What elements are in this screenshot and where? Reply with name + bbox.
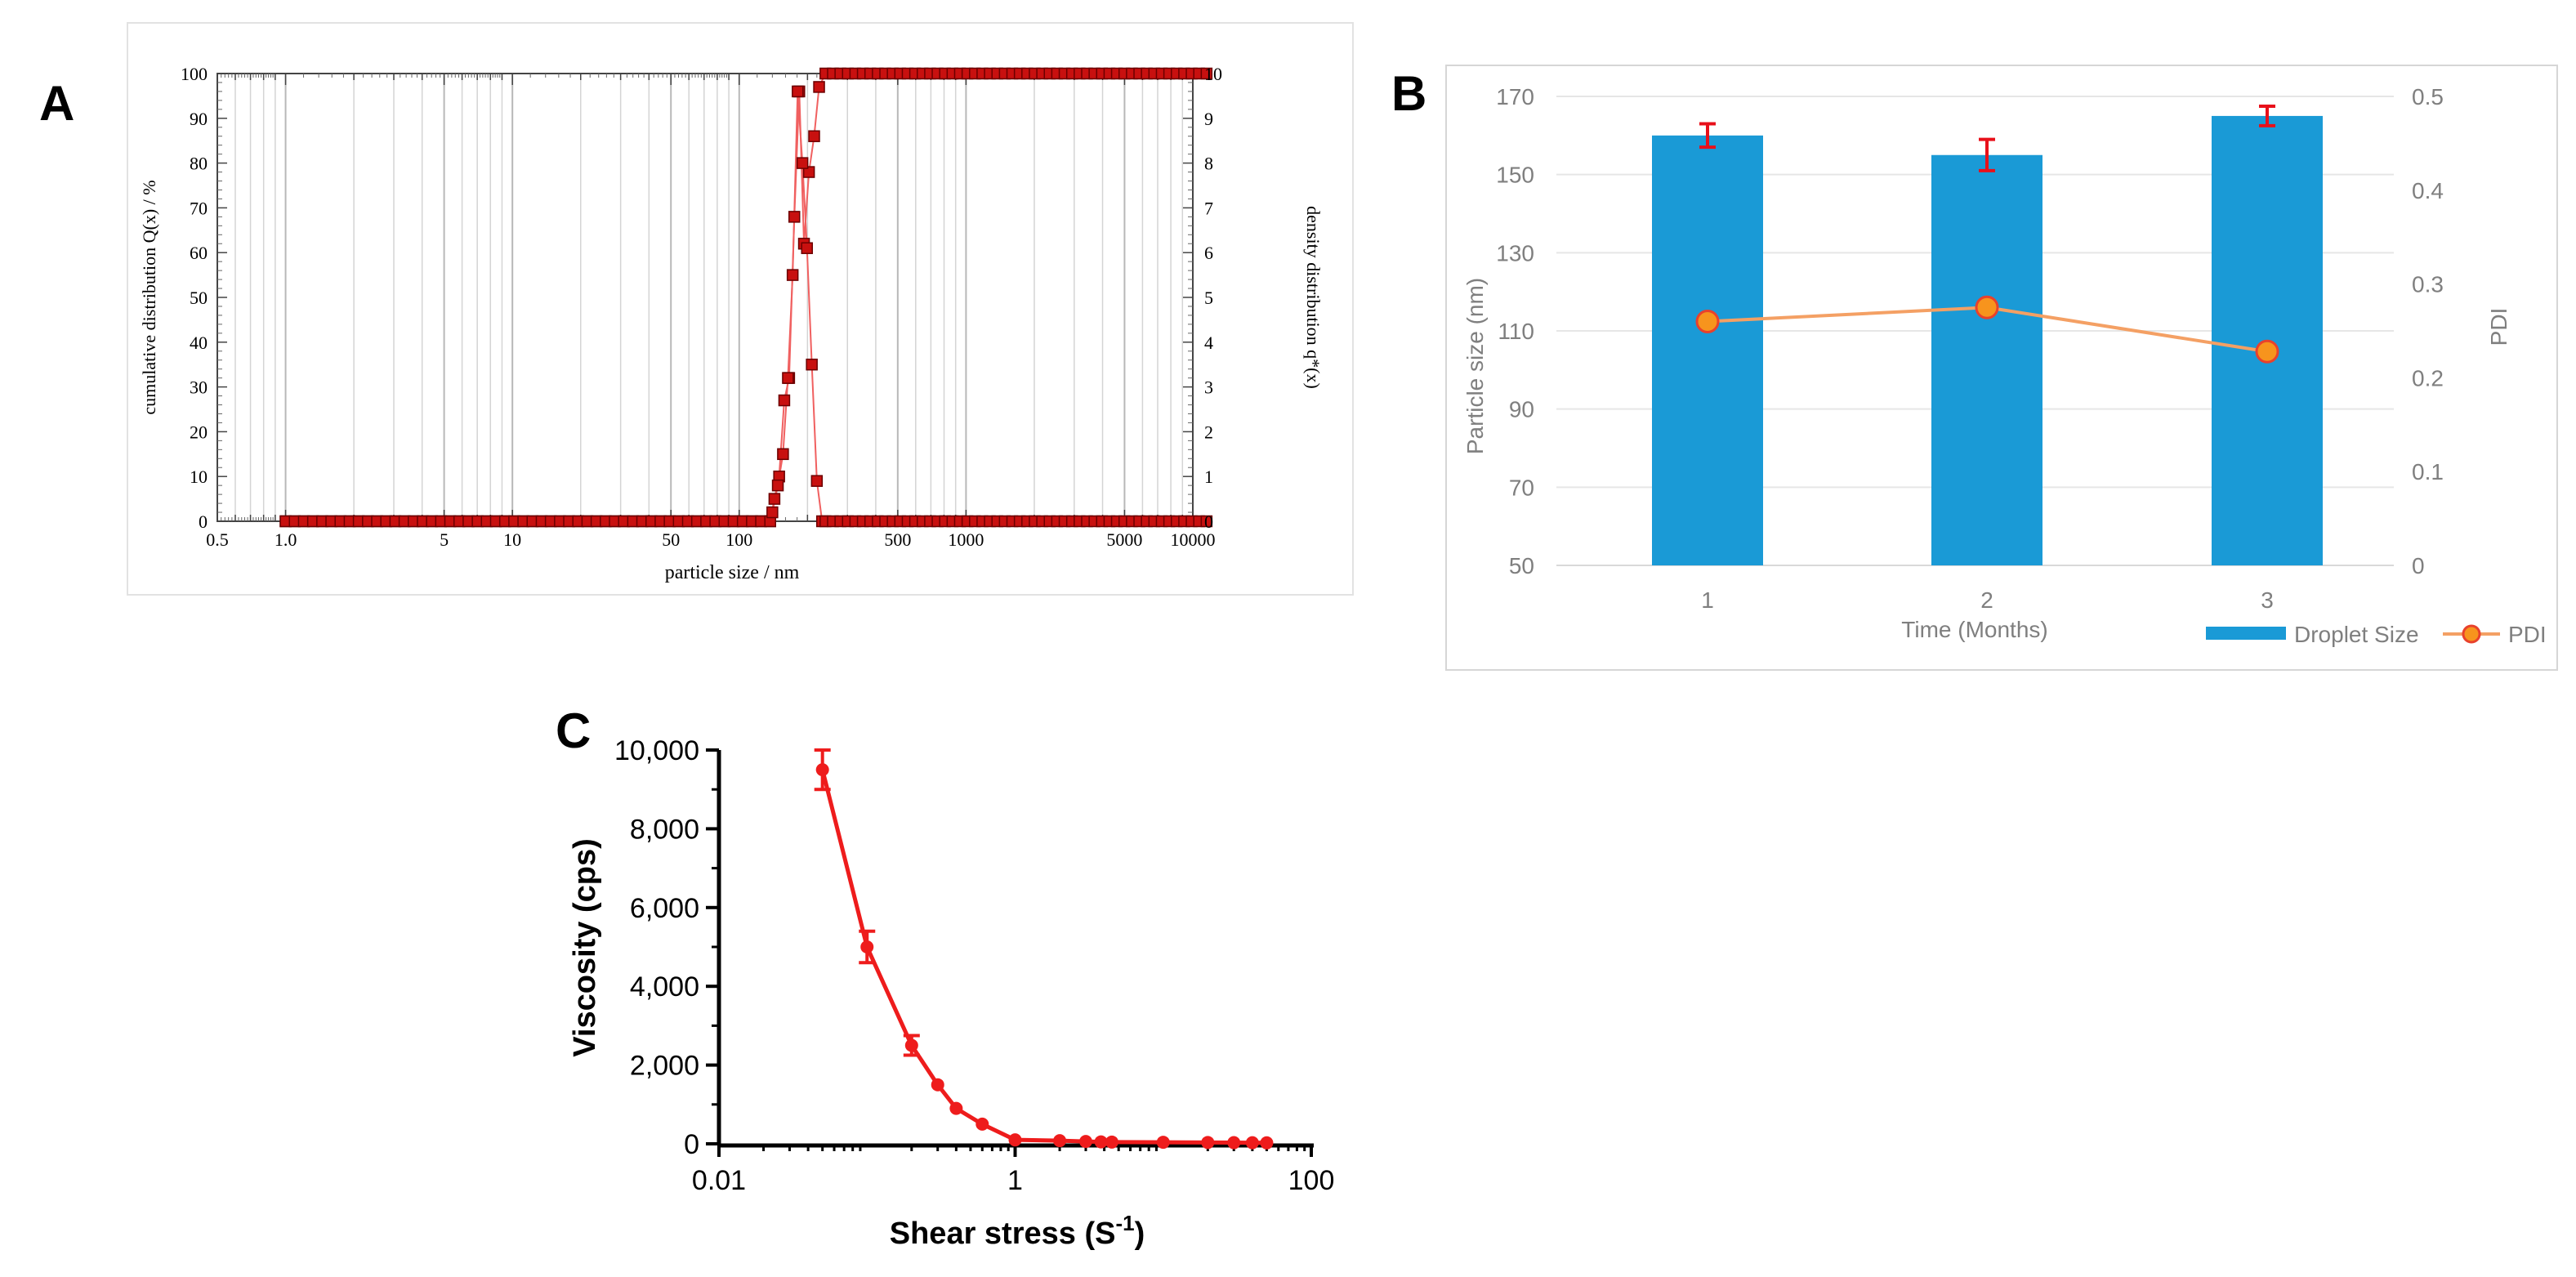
panel-label-a: A: [39, 76, 75, 131]
chart-a-y-right-tick-label: 7: [1204, 198, 1213, 218]
chart-a-y-right-tick-label: 3: [1204, 377, 1213, 398]
chart-a-y-left-tick-label: 50: [190, 288, 208, 308]
chart-a-right-axis-label: density distribution q*(x): [1303, 206, 1324, 389]
chart-a-y-left-tick-label: 20: [190, 422, 208, 442]
chart-a-y-left-tick-label: 90: [190, 109, 208, 129]
cumulative-point: [788, 211, 801, 223]
panel-label-b: B: [1391, 66, 1427, 121]
cumulative-point: [1200, 67, 1213, 80]
chart-a-y-right-tick-label: 8: [1204, 154, 1213, 174]
chart-a-y-right-tick-label: 10: [1204, 64, 1222, 84]
chart-a-x-tick-label: 500: [884, 529, 911, 550]
chart-a-y-left-tick-label: 60: [190, 243, 208, 263]
chart-a-x-tick-label: 1.0: [275, 529, 297, 550]
chart-a-y-left-tick-label: 10: [190, 467, 208, 487]
chart-a-y-right-tick-label: 2: [1204, 422, 1213, 442]
chart-a-y-left-tick-label: 80: [190, 154, 208, 174]
chart-a-y-right-tick-label: 1: [1204, 467, 1213, 487]
cumulative-point: [778, 394, 791, 407]
chart-a-x-tick-label: 1000: [948, 529, 984, 550]
density-point: [786, 269, 799, 281]
chart-a-y-left-tick-label: 100: [181, 64, 208, 84]
chart-a-x-tick-label: 0.5: [206, 529, 229, 550]
chart-a-x-tick-label: 100: [725, 529, 752, 550]
cumulative-point: [768, 493, 781, 505]
density-point: [806, 358, 818, 371]
chart-a-y-left-tick-label: 40: [190, 333, 208, 353]
chart-a-left-axis-label: cumulative distribution Q(x) / %: [139, 180, 159, 414]
density-point: [777, 448, 789, 461]
chart-a-y-right-tick-label: 6: [1204, 243, 1213, 263]
density-point: [771, 479, 784, 492]
chart-a-y-right-tick-label: 5: [1204, 288, 1213, 308]
chart-a-y-left-tick-label: 70: [190, 198, 208, 218]
density-point: [766, 506, 779, 519]
chart-a-y-right-tick-label: 0: [1204, 511, 1213, 532]
chart-a-frame: [127, 22, 1354, 596]
chart-a-x-tick-label: 50: [662, 529, 680, 550]
chart-a-y-right-tick-label: 9: [1204, 109, 1213, 129]
chart-a-markers: [279, 67, 1213, 528]
density-point: [782, 372, 794, 384]
panel-label-c: C: [556, 703, 592, 758]
chart-a-y-right-tick-label: 4: [1204, 333, 1213, 353]
density-point: [801, 242, 813, 254]
cumulative-point: [808, 130, 820, 142]
chart-a-y-left-tick-label: 30: [190, 377, 208, 398]
density-point: [810, 475, 824, 487]
chart-a-x-tick-label: 5000: [1106, 529, 1142, 550]
chart-a-x-tick-label: 10: [503, 529, 521, 550]
chart-a-x-tick-label: 10000: [1171, 529, 1216, 550]
cumulative-point: [813, 81, 825, 93]
chart-a-x-tick-label: 5: [440, 529, 449, 550]
chart-a-x-axis-label: particle size / nm: [665, 562, 800, 583]
cumulative-point: [802, 166, 815, 178]
chart-a-y-left-tick-label: 0: [199, 511, 208, 532]
density-point: [792, 85, 804, 98]
density-point: [1200, 515, 1213, 528]
density-point: [796, 157, 809, 169]
